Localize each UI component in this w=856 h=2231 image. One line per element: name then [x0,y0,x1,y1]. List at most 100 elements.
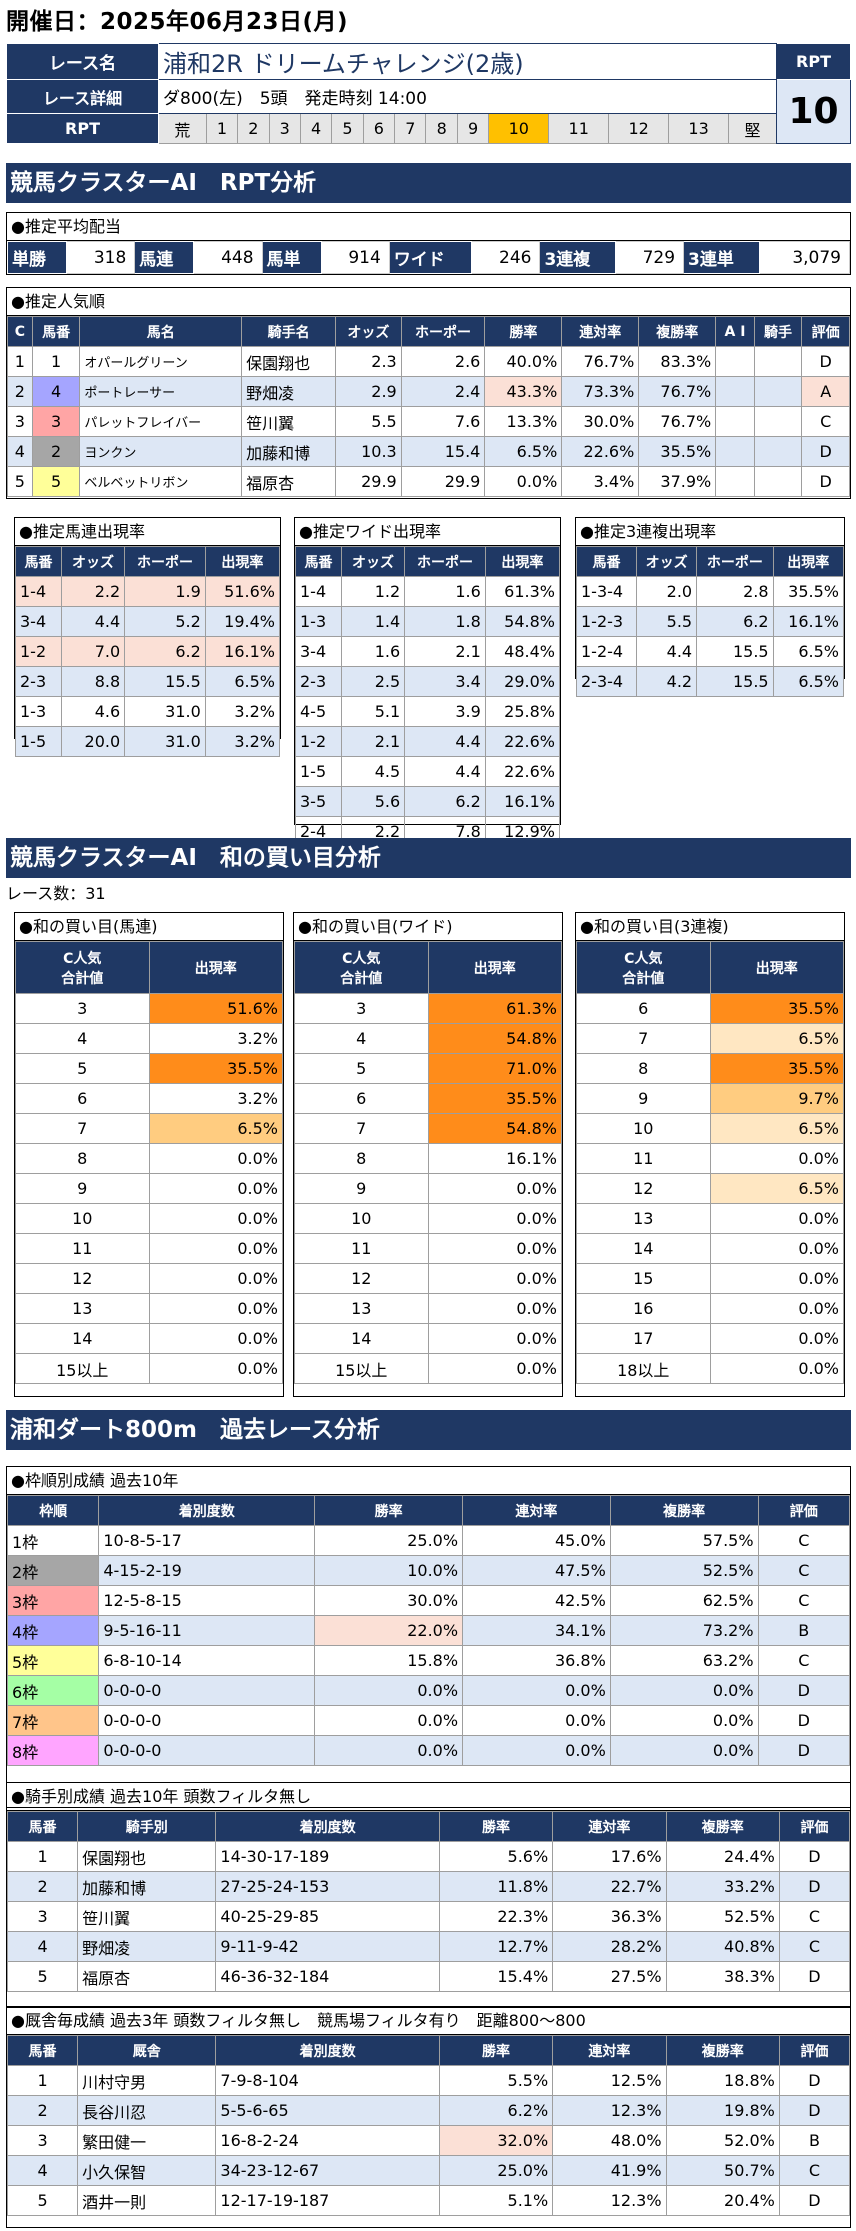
jockey-cell: 保園翔也 [77,1841,217,1872]
sum-value: 4 [294,1023,429,1054]
table-row: 10 0.0% [15,1203,283,1234]
stable-cell: 48.0% [552,2125,667,2156]
wide-cell: 16.1% [484,786,561,817]
waku-cell: 34.1% [462,1615,611,1646]
table-row: 3-5 5.6 6.2 16.1% [295,786,561,817]
jockey-cell: 12.7% [438,1931,554,1962]
popularity-title: ●推定人気順 [7,288,850,316]
pop-cell: 13.3% [484,406,563,437]
stable-panel: ●厩舎毎成績 過去3年 頭数フィルタ無し 競馬場フィルタ有り 距離800〜800… [6,2006,851,2228]
stable-cell: B [778,2125,851,2156]
rpt-scale-cell: 12 [608,113,670,144]
jockey-cell: 9-11-9-42 [215,1931,440,1962]
pop-cell: ベルベットリボン [79,466,243,497]
umaren-cell: 2.2 [60,576,126,607]
stable-cell: 小久保智 [77,2155,217,2186]
table-row: 2 長谷川忍 5-5-6-65 6.2% 12.3% 19.8% D [6,2095,851,2126]
rpt-scale-cell: 8 [425,113,458,144]
table-row: 2-3-4 4.2 15.5 6.5% [575,666,845,697]
table-row: 6 35.5% [576,993,844,1024]
waku-cell: 73.2% [609,1615,759,1646]
table-row: 8 16.1% [294,1143,562,1174]
sum-rate: 3.2% [148,1023,283,1054]
trio-cell: 1-3-4 [575,576,638,607]
waku-cell: D [757,1735,851,1766]
pop-cell: 76.7% [638,376,717,407]
sum-value: 3 [294,993,429,1024]
sum-rate: 0.0% [709,1353,844,1384]
section-sum-analysis: 競馬クラスターAI 和の買い目分析 [6,838,851,878]
jockey-cell: 17.6% [552,1841,667,1872]
sum-value: 10 [294,1203,429,1234]
waku-cell: 12-5-8-15 [98,1585,316,1616]
pop-cell: D [801,466,850,497]
waku-cell: 2枠 [6,1555,100,1586]
table-row: 2-3 8.8 15.5 6.5% [15,666,281,697]
pop-cell: 笹川翼 [241,406,337,437]
jockey-cell: 野畑凌 [77,1931,217,1962]
table-row: 11 0.0% [294,1233,562,1264]
sum-value: 4 [15,1023,150,1054]
stable-cell: 川村守男 [77,2065,217,2096]
stable-title: ●厩舎毎成績 過去3年 頭数フィルタ無し 競馬場フィルタ有り 距離800〜800 [7,2007,850,2035]
sum-umaren-title: ●和の買い目(馬連) [15,913,283,941]
table-row: 5 酒井一則 12-17-19-187 5.1% 12.3% 20.4% D [6,2185,851,2216]
sum-value: 12 [576,1173,711,1204]
table-row: 7 6.5% [576,1023,844,1054]
waku-cell: 0.0% [314,1705,464,1736]
table-row: 12 0.0% [294,1263,562,1294]
waku-cell: 0-0-0-0 [98,1675,316,1706]
table-row: 12 6.5% [576,1173,844,1204]
rpt-scale-cell: 7 [394,113,427,144]
sum-rate: 6.5% [709,1023,844,1054]
sum-value: 6 [576,993,711,1024]
stable-cell: 12.3% [552,2185,667,2216]
table-row: 1-5 20.0 31.0 3.2% [15,726,281,757]
table-row: 4 54.8% [294,1023,562,1054]
race-detail-label: レース詳細 [6,79,159,114]
sum-value: 5 [15,1053,150,1084]
waku-cell: 4-15-2-19 [98,1555,316,1586]
table-row: 1-4 2.2 1.9 51.6% [15,576,281,607]
sum-header-line1: C人気 [624,950,663,967]
waku-cell: C [757,1555,851,1586]
wide-cell: 1.4 [340,606,406,637]
waku-cell: 0.0% [462,1705,611,1736]
sum-rate: 35.5% [427,1083,562,1114]
table-row: 3 繁田健一 16-8-2-24 32.0% 48.0% 52.0% B [6,2125,851,2156]
stable-cell: 32.0% [438,2125,554,2156]
stable-cell: 41.9% [552,2155,667,2186]
sum-rate: 0.0% [148,1233,283,1264]
umaren-cell: 4.4 [60,606,126,637]
sum-rate: 6.5% [709,1113,844,1144]
wide-cell: 1-3 [295,606,342,637]
jockey-title: ●騎手別成績 過去10年 頭数フィルタ無し [7,1783,850,1811]
sum-rate: 6.5% [709,1173,844,1204]
sum-rate: 54.8% [427,1113,562,1144]
pop-cell [753,436,803,467]
stable-header: 勝率 [438,2035,554,2066]
waku-cell: 10-8-5-17 [98,1525,316,1556]
sum-value: 10 [15,1203,150,1234]
table-row: 2 4 ポートレーサー 野畑凌 2.9 2.4 43.3% 73.3% 76.7% A [7,376,850,407]
wide-title: ●推定ワイド出現率 [295,518,560,546]
pop-cell: 5 [7,466,33,497]
rpt-scale-cell: 9 [456,113,490,144]
payout-label: 馬単 [261,241,322,274]
wide-cell: 61.3% [484,576,561,607]
pop-cell: 2.9 [335,376,402,407]
pop-cell: 5 [31,466,81,497]
pop-header: ホーポー [400,316,486,347]
sum-rate: 0.0% [427,1263,562,1294]
jockey-cell: 3 [6,1901,79,1932]
waku-cell: 52.5% [609,1555,759,1586]
sum-value: 12 [294,1263,429,1294]
sum-rate: 51.6% [148,993,283,1024]
payout-value: 3,079 [758,241,851,274]
rpt-scale-cell: 4 [299,113,333,144]
waku-cell: 22.0% [314,1615,464,1646]
section-rpt-analysis: 競馬クラスターAI RPT分析 [6,163,851,203]
payout-value: 448 [193,241,263,274]
table-row: 3 51.6% [15,993,283,1024]
wide-cell: 22.6% [484,726,561,757]
